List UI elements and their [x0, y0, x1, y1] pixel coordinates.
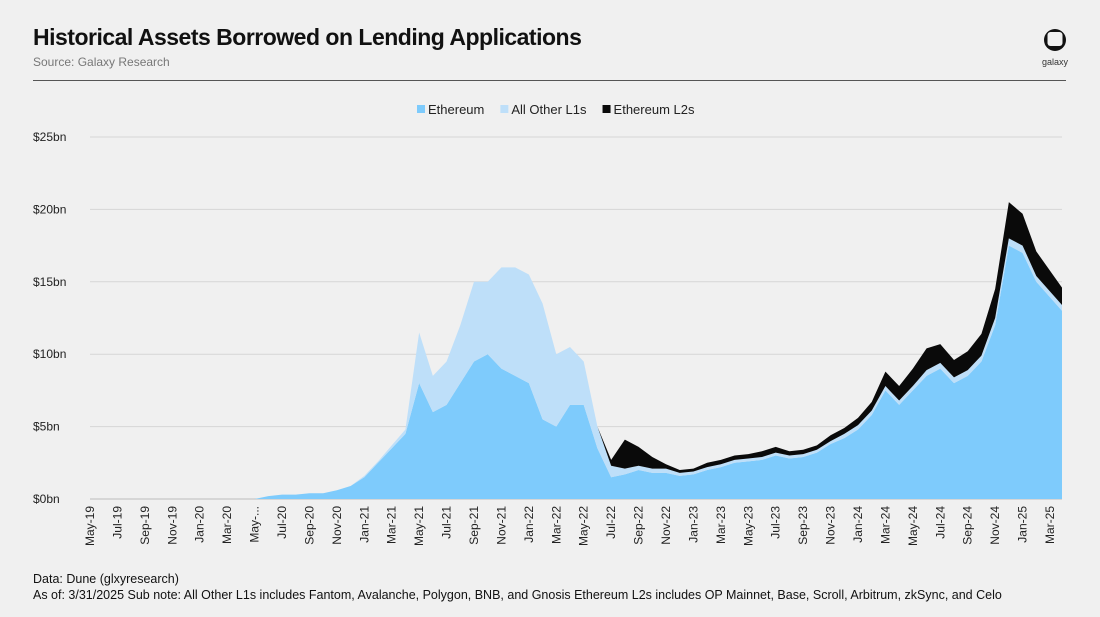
area-all-other-l1s — [90, 238, 1062, 500]
x-tick-label: Jul-24 — [933, 506, 947, 539]
x-tick-label: Sep-23 — [796, 506, 810, 545]
x-tick-label: May-19 — [83, 506, 97, 546]
logo-text: galaxy — [1041, 57, 1068, 67]
y-tick-label: $5bn — [33, 420, 60, 434]
y-tick-label: $0bn — [33, 492, 60, 506]
page-title: Historical Assets Borrowed on Lending Ap… — [33, 24, 582, 50]
x-tick-label: Jul-20 — [275, 506, 289, 539]
x-tick-label: Sep-24 — [961, 506, 975, 545]
x-tick-label: Jan-20 — [193, 506, 207, 543]
legend-swatch — [500, 105, 509, 113]
legend-label: All Other L1s — [511, 102, 587, 117]
x-tick-label: May-23 — [741, 506, 755, 546]
x-tick-label: May-21 — [412, 506, 426, 546]
x-tick-label: Jul-22 — [604, 506, 618, 539]
x-tick-label: Mar-24 — [878, 506, 892, 544]
x-tick-label: Mar-23 — [714, 506, 728, 544]
x-tick-label: Sep-21 — [467, 506, 481, 545]
x-tick-label: Nov-24 — [988, 506, 1002, 545]
source-label: Source: Galaxy Research — [33, 55, 170, 69]
x-tick-label: Jul-19 — [110, 506, 124, 539]
x-tick-label: May-22 — [577, 506, 591, 546]
x-tick-label: Mar-21 — [385, 506, 399, 544]
x-tick-label: Nov-20 — [330, 506, 344, 545]
galaxy-logo: galaxy — [1040, 28, 1070, 67]
x-tick-label: Jan-23 — [686, 506, 700, 543]
sub-note: As of: 3/31/2025 Sub note: All Other L1s… — [33, 588, 1002, 602]
x-tick-label: Mar-22 — [549, 506, 563, 544]
y-tick-label: $20bn — [33, 202, 66, 216]
x-tick-label: Nov-21 — [494, 506, 508, 545]
legend-label: Ethereum — [428, 102, 484, 117]
y-tick-label: $25bn — [33, 130, 66, 144]
galaxy-logo-icon — [1044, 29, 1066, 51]
x-tick-label: Sep-19 — [138, 506, 152, 545]
x-tick-label: Nov-19 — [165, 506, 179, 545]
y-tick-label: $10bn — [33, 347, 66, 361]
legend-label: Ethereum L2s — [614, 102, 695, 117]
area-ethereum — [90, 245, 1062, 499]
x-tick-label: Jan-25 — [1016, 506, 1030, 543]
x-tick-label: May-... — [248, 506, 262, 543]
x-tick-label: Nov-23 — [824, 506, 838, 545]
x-tick-label: Sep-22 — [632, 506, 646, 545]
x-tick-label: May-24 — [906, 506, 920, 546]
data-source-note: Data: Dune (glxyresearch) — [33, 572, 179, 586]
x-tick-label: Jan-21 — [357, 506, 371, 543]
x-tick-label: Sep-20 — [302, 506, 316, 545]
legend-swatch — [417, 105, 425, 113]
x-tick-label: Mar-20 — [220, 506, 234, 544]
x-tick-label: Jul-21 — [440, 506, 454, 539]
legend-swatch — [602, 105, 611, 113]
x-tick-label: Mar-25 — [1043, 506, 1057, 544]
x-tick-label: Nov-22 — [659, 506, 673, 545]
x-tick-label: Jul-23 — [769, 506, 783, 539]
x-tick-label: Jan-22 — [522, 506, 536, 543]
x-tick-label: Jan-24 — [851, 506, 865, 543]
divider — [33, 80, 1066, 81]
y-tick-label: $15bn — [33, 275, 66, 289]
